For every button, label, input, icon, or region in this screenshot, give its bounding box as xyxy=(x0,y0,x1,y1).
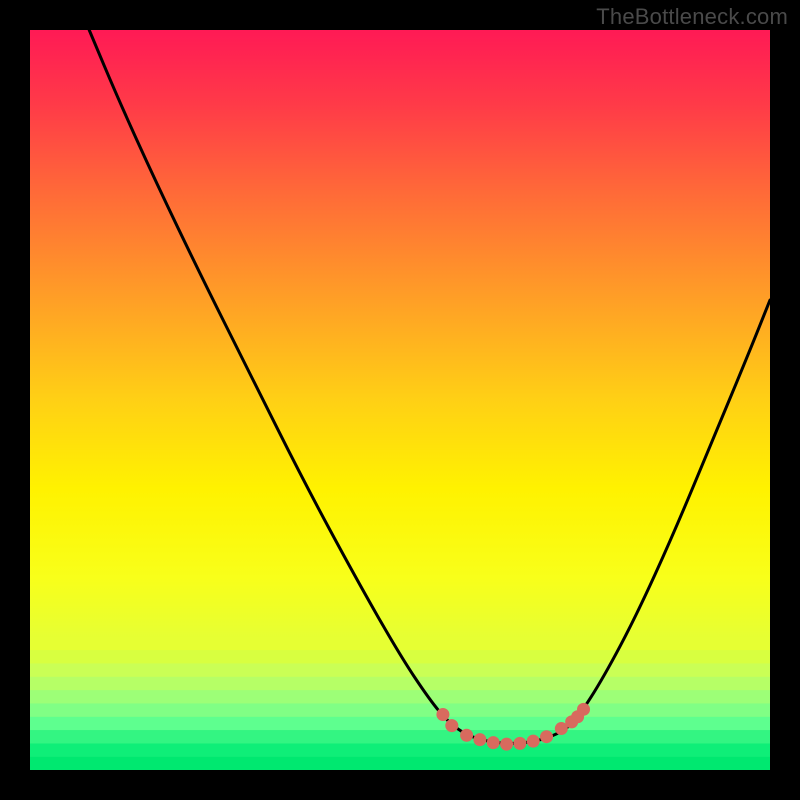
stripe xyxy=(30,663,770,676)
stripe xyxy=(30,703,770,716)
stripe xyxy=(30,717,770,730)
bottleneck-point xyxy=(445,719,458,732)
bottleneck-point xyxy=(436,708,449,721)
stripe xyxy=(30,743,770,756)
bottleneck-point xyxy=(577,703,590,716)
stripe xyxy=(30,730,770,743)
bottleneck-point xyxy=(513,737,526,750)
stripe xyxy=(30,677,770,690)
chart-frame: TheBottleneck.com xyxy=(0,0,800,800)
stripe xyxy=(30,690,770,703)
bottleneck-point xyxy=(473,733,486,746)
bottleneck-point xyxy=(460,729,473,742)
bottleneck-point xyxy=(527,735,540,748)
bottleneck-point xyxy=(540,730,553,743)
bottleneck-point xyxy=(500,738,513,751)
bottleneck-chart-svg xyxy=(0,0,800,800)
stripe xyxy=(30,757,770,770)
bottleneck-point xyxy=(487,736,500,749)
stripe xyxy=(30,637,770,650)
plot-area xyxy=(30,30,770,770)
watermark-text: TheBottleneck.com xyxy=(596,4,788,30)
